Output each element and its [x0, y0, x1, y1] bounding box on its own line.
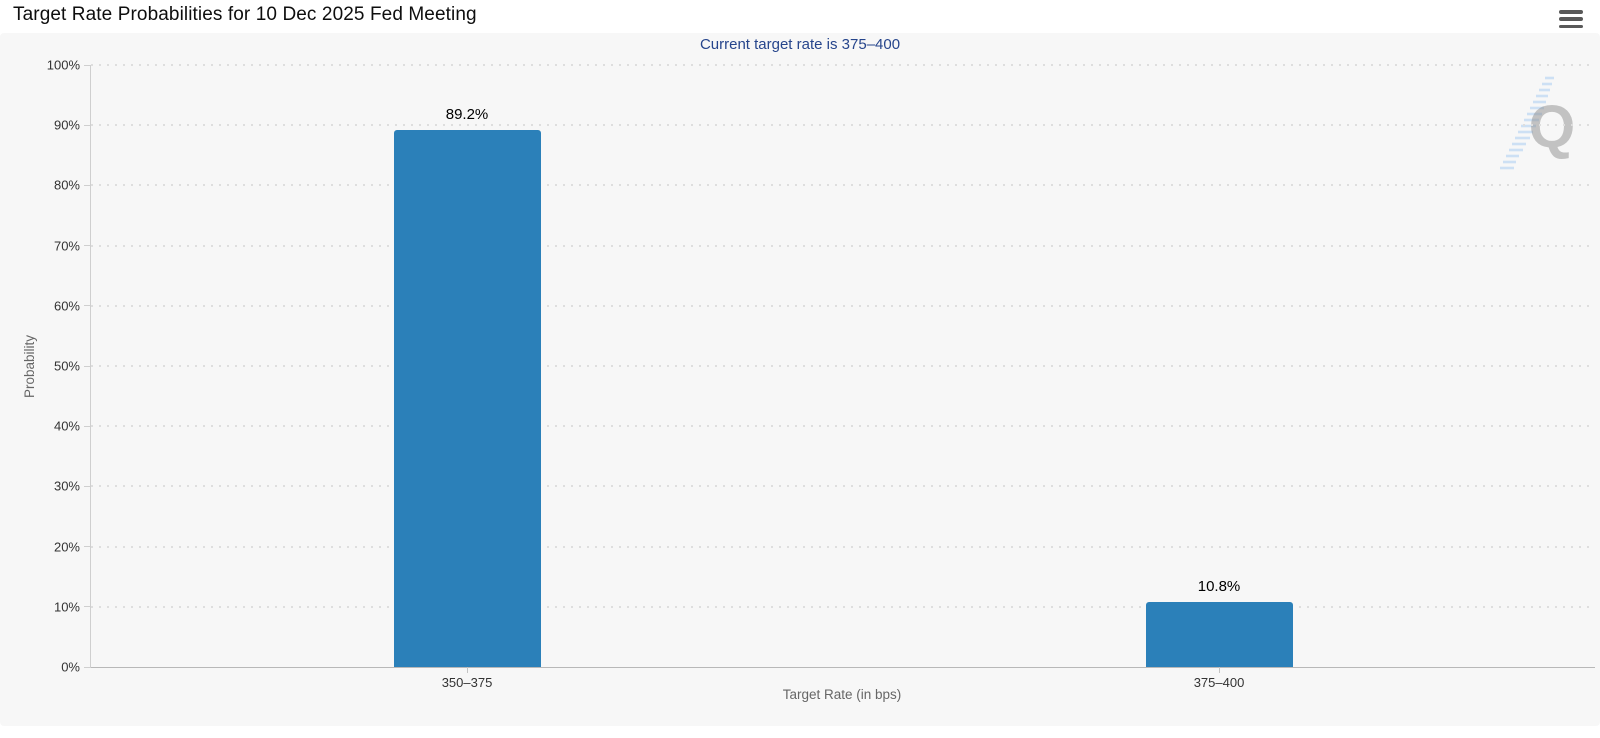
y-axis-tick: [84, 606, 91, 608]
gridline: [91, 304, 1595, 307]
x-axis-category-label: 375–400: [1193, 675, 1245, 690]
y-axis-tick-label: 80%: [53, 177, 80, 193]
hamburger-bar: [1559, 17, 1583, 21]
chart-title: Target Rate Probabilities for 10 Dec 202…: [13, 4, 477, 25]
gridline: [91, 184, 1595, 187]
gridline: [91, 605, 1595, 608]
hamburger-bar: [1559, 10, 1583, 14]
gridline: [91, 485, 1595, 488]
y-axis-tick: [84, 184, 91, 186]
bar-375–400[interactable]: [1145, 601, 1293, 667]
x-axis-category-label: 350–375: [441, 675, 493, 690]
y-axis-tick: [84, 305, 91, 307]
y-axis-tick: [84, 365, 91, 367]
y-axis-tick-label: 30%: [53, 478, 80, 494]
gridline: [91, 64, 1595, 66]
chart-subtitle: Current target rate is 375–400: [699, 36, 901, 53]
bar-value-label: 10.8%: [1197, 577, 1241, 595]
gridline: [91, 425, 1595, 428]
y-axis-tick-label: 70%: [53, 238, 80, 254]
y-axis-tick-label: 10%: [53, 599, 80, 615]
hamburger-bar: [1559, 24, 1583, 28]
y-axis-tick-label: 90%: [53, 117, 80, 133]
gridline: [91, 365, 1595, 367]
plot-area: 0% 10% 20% 30% 40% 50% 60% 70% 80% 90% 100% 89.2% 35…: [47, 58, 1595, 690]
y-axis-title: Probability: [22, 334, 37, 398]
bar-value-label: 89.2%: [445, 106, 489, 124]
chart-panel: Current target rate is 375–400: [0, 33, 1600, 726]
y-axis-tick-label: 40%: [53, 418, 80, 434]
y-axis-tick: [84, 485, 91, 487]
y-axis-tick: [84, 64, 91, 66]
y-axis-tick: [84, 245, 91, 247]
gridline: [91, 244, 1595, 247]
y-axis-tick: [84, 124, 91, 126]
y-axis-tick-label: 60%: [53, 298, 80, 314]
y-axis-tick: [84, 425, 91, 427]
x-axis-title: Target Rate (in bps): [782, 687, 902, 702]
gridline: [91, 124, 1595, 127]
bar-350–375[interactable]: [393, 130, 541, 667]
y-axis-tick-label: 20%: [53, 539, 80, 555]
y-axis-tick-label: 0%: [61, 659, 80, 675]
y-axis-tick-label: 50%: [53, 358, 80, 374]
hamburger-menu-icon[interactable]: [1559, 10, 1583, 28]
y-axis-tick: [84, 666, 91, 668]
gridline: [91, 545, 1595, 548]
y-axis-tick-label: 100%: [46, 57, 80, 73]
x-axis-tick: [467, 667, 468, 673]
x-axis-tick: [1219, 667, 1220, 673]
y-axis-tick: [84, 546, 91, 548]
